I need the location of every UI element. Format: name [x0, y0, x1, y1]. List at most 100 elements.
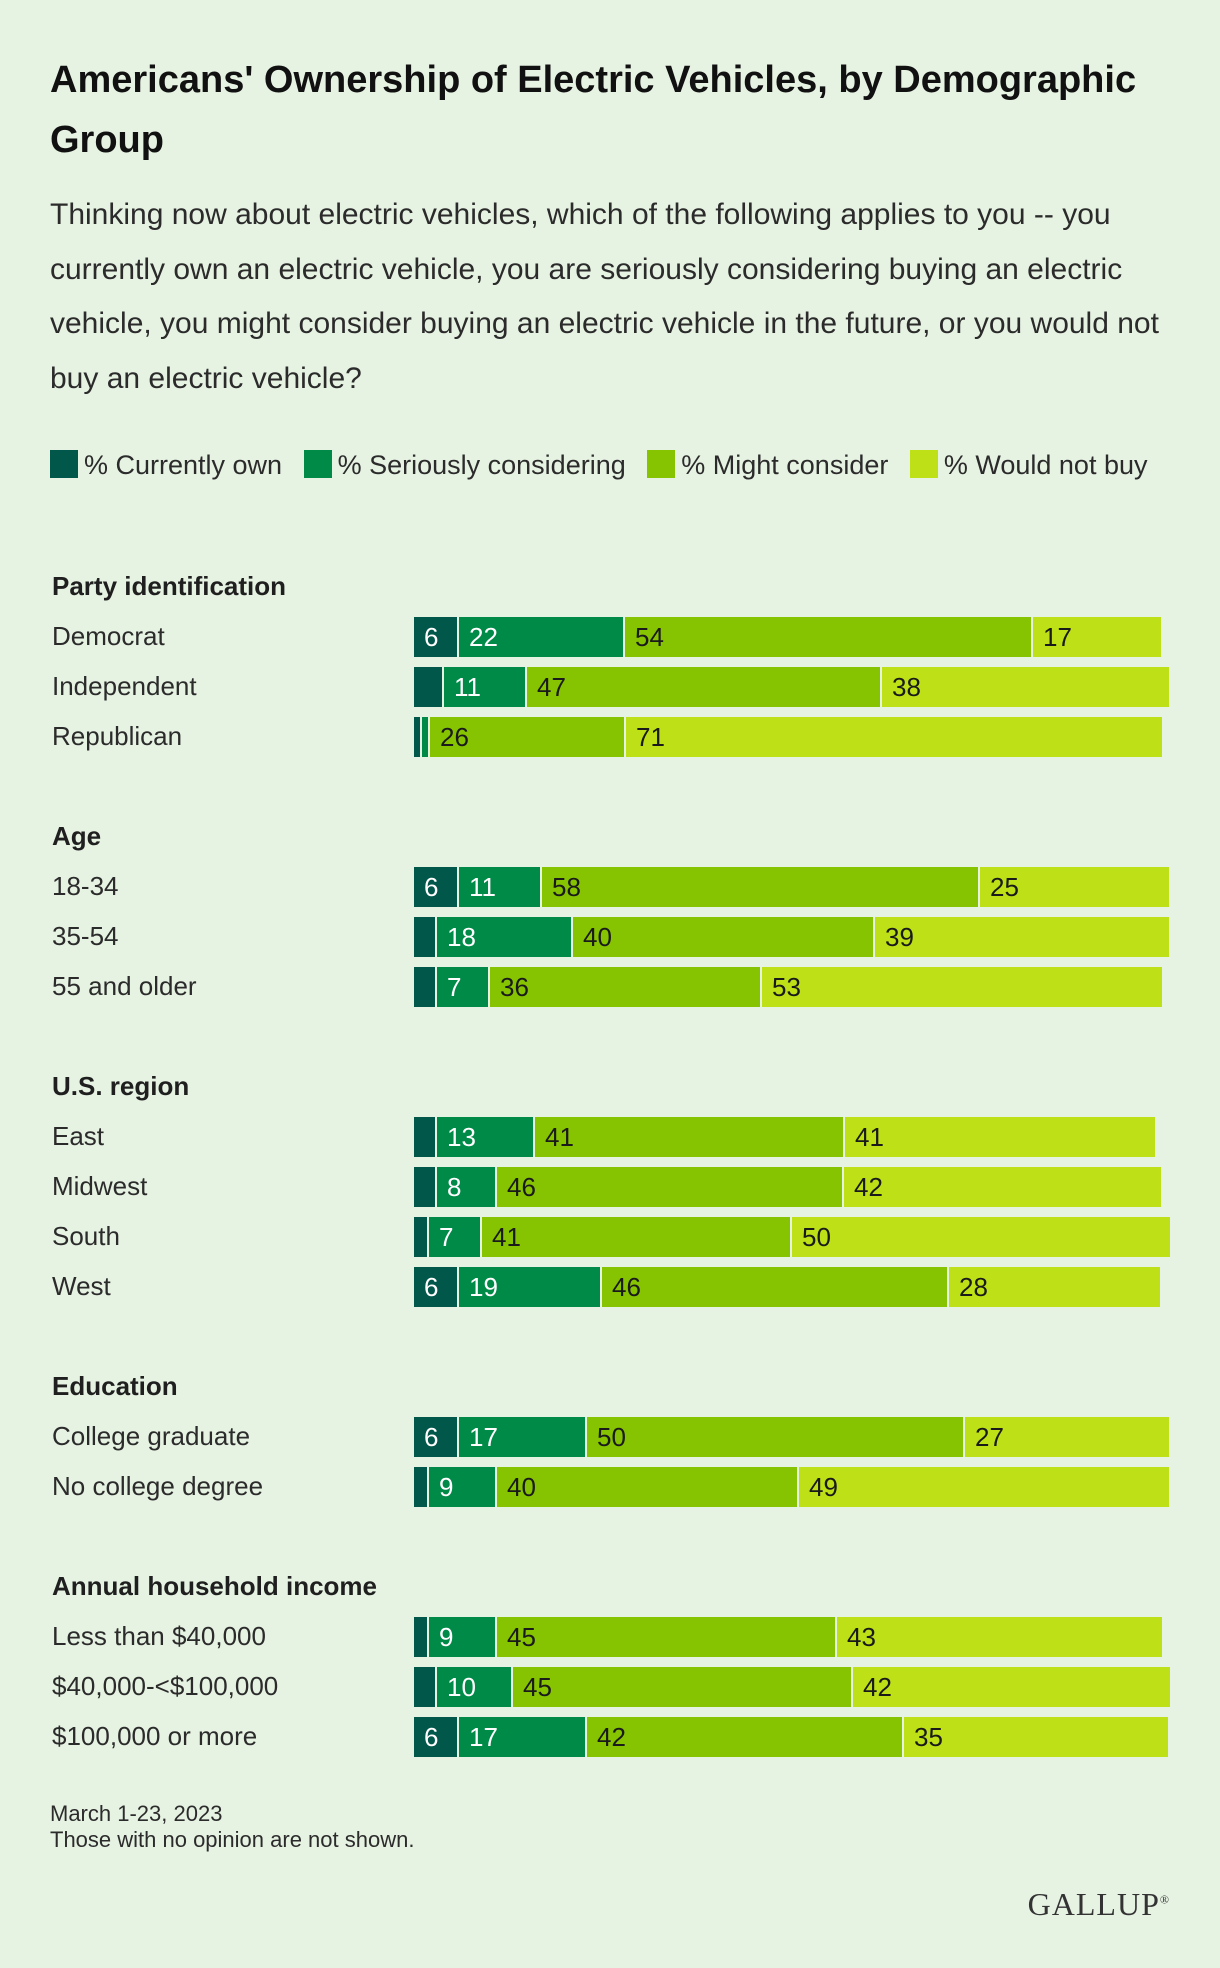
bar-segment-would-not-buy: 43	[837, 1617, 1162, 1657]
row-label-18-34: 18-34	[52, 871, 119, 901]
bar-segment-currently-own	[414, 1467, 429, 1507]
row-label-40-000-100-000: $40,000-<$100,000	[52, 1671, 279, 1701]
logo-text: GALLUP	[1027, 1886, 1160, 1922]
bar-segment-would-not-buy: 71	[626, 717, 1162, 757]
bar-midwest: 8 46 42	[414, 1167, 1161, 1207]
bar-segment-seriously-considering: 9	[429, 1467, 497, 1507]
bar-segment-would-not-buy: 42	[853, 1667, 1170, 1707]
row-label-republican: Republican	[52, 721, 183, 751]
bar-segment-would-not-buy: 42	[844, 1167, 1161, 1207]
bar-segment-would-not-buy: 25	[980, 867, 1169, 907]
bar-segment-currently-own	[414, 667, 444, 707]
bar-segment-would-not-buy: 49	[799, 1467, 1169, 1507]
legend-item-seriously-considering: % Seriously considering	[303, 450, 626, 480]
bar-segment-seriously-considering: 19	[459, 1267, 602, 1307]
legend-label-might-consider: % Might consider	[681, 450, 889, 480]
bar-segment-seriously-considering: 10	[437, 1667, 513, 1707]
bar-segment-currently-own	[414, 1117, 437, 1157]
row-label-south: South	[52, 1221, 120, 1251]
group-label-age: Age	[52, 821, 102, 851]
row-label-35-54: 35-54	[52, 921, 119, 951]
bar-segment-would-not-buy: 39	[875, 917, 1169, 957]
bar-segment-would-not-buy: 53	[762, 967, 1162, 1007]
bar-segment-might-consider: 47	[527, 667, 882, 707]
bar-segment-would-not-buy: 28	[949, 1267, 1160, 1307]
bar-segment-might-consider: 41	[535, 1117, 845, 1157]
bar-segment-seriously-considering: 7	[429, 1217, 482, 1257]
bar-segment-might-consider: 46	[497, 1167, 844, 1207]
legend-swatch-might-consider	[647, 450, 676, 478]
gallup-logo: GALLUP®	[1027, 1886, 1170, 1922]
bar-segment-might-consider: 50	[587, 1417, 965, 1457]
legend-item-might-consider: % Might consider	[647, 450, 888, 480]
bar-segment-seriously-considering: 13	[437, 1117, 535, 1157]
bar-segment-might-consider: 40	[497, 1467, 799, 1507]
bar-segment-might-consider: 58	[542, 867, 980, 907]
bar-segment-might-consider: 42	[587, 1717, 904, 1757]
bar-segment-would-not-buy: 35	[904, 1717, 1168, 1757]
bar-segment-currently-own	[414, 1217, 429, 1257]
bar-segment-seriously-considering	[422, 717, 430, 757]
bar-segment-might-consider: 36	[490, 967, 762, 1007]
bar-east: 13 41 41	[414, 1117, 1155, 1157]
bar-segment-might-consider: 26	[430, 717, 626, 757]
bar-segment-currently-own: 6	[414, 1717, 459, 1757]
legend-label-would-not-buy: % Would not buy	[943, 450, 1148, 480]
bar-segment-might-consider: 45	[513, 1667, 853, 1707]
footnote: Those with no opinion are not shown.	[50, 1827, 415, 1852]
row-label-west: West	[52, 1271, 111, 1301]
bar-segment-seriously-considering: 18	[437, 917, 573, 957]
row-label-no-college-degree: No college degree	[52, 1471, 264, 1501]
bar-segment-seriously-considering: 22	[459, 617, 625, 657]
bar-35-54: 18 40 39	[414, 917, 1169, 957]
bar-18-34: 6 11 58 25	[414, 867, 1169, 907]
group-label-education: Education	[52, 1371, 178, 1401]
row-label-east: East	[52, 1121, 105, 1151]
bar-segment-would-not-buy: 50	[792, 1217, 1170, 1257]
chart-title: Americans' Ownership of Electric Vehicle…	[50, 59, 1137, 161]
bar-100-000-or-more: 6 17 42 35	[414, 1717, 1168, 1757]
bar-segment-currently-own	[414, 1667, 437, 1707]
bar-segment-seriously-considering: 11	[444, 667, 527, 707]
bar-segment-currently-own	[414, 1617, 429, 1657]
bar-segment-currently-own: 6	[414, 867, 459, 907]
bar-segment-might-consider: 54	[625, 617, 1033, 657]
bar-segment-currently-own	[414, 917, 437, 957]
bar-segment-would-not-buy: 17	[1033, 617, 1161, 657]
bar-republican: 26 71	[414, 717, 1162, 757]
bar-segment-currently-own	[414, 717, 422, 757]
row-label-college-graduate: College graduate	[52, 1421, 251, 1451]
bar-west: 6 19 46 28	[414, 1267, 1160, 1307]
row-label-less-than-40-000: Less than $40,000	[52, 1621, 266, 1651]
bar-segment-seriously-considering: 11	[459, 867, 542, 907]
bar-segment-would-not-buy: 27	[965, 1417, 1169, 1457]
group-label-annual-household-income: Annual household income	[52, 1571, 378, 1601]
bar-40-000-100-000: 10 45 42	[414, 1667, 1170, 1707]
legend-swatch-currently-own	[50, 450, 78, 478]
row-label-independent: Independent	[52, 671, 197, 701]
row-label-democrat: Democrat	[52, 621, 165, 651]
bar-segment-might-consider: 41	[482, 1217, 792, 1257]
bar-segment-would-not-buy: 38	[882, 667, 1169, 707]
legend-item-would-not-buy: % Would not buy	[909, 450, 1148, 480]
legend-label-seriously-considering: % Seriously considering	[337, 450, 626, 480]
bar-segment-seriously-considering: 7	[437, 967, 490, 1007]
row-label-midwest: Midwest	[52, 1171, 148, 1201]
group-label-party-identification: Party identification	[52, 571, 287, 601]
chart-footer: March 1-23, 2023 Those with no opinion a…	[50, 1801, 414, 1853]
bar-segment-would-not-buy: 41	[845, 1117, 1155, 1157]
bar-segment-currently-own	[414, 1167, 437, 1207]
group-label-u-s-region: U.S. region	[52, 1071, 190, 1101]
bar-segment-seriously-considering: 17	[459, 1417, 587, 1457]
bar-segment-might-consider: 40	[573, 917, 875, 957]
bar-segment-might-consider: 46	[602, 1267, 949, 1307]
bar-democrat: 6 22 54 17	[414, 617, 1161, 657]
chart-subtitle: Thinking now about electric vehicles, wh…	[50, 198, 1159, 395]
legend-label-currently-own: % Currently own	[84, 450, 283, 480]
bar-segment-currently-own: 6	[414, 617, 459, 657]
bar-55-and-older: 7 36 53	[414, 967, 1162, 1007]
bar-segment-currently-own	[414, 967, 437, 1007]
bar-segment-currently-own: 6	[414, 1417, 459, 1457]
bar-college-graduate: 6 17 50 27	[414, 1417, 1169, 1457]
